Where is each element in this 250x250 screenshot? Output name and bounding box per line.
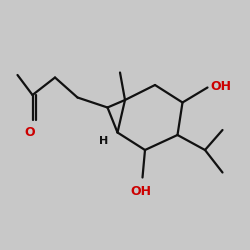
Text: H: H: [99, 136, 108, 146]
Text: OH: OH: [211, 80, 232, 93]
Text: OH: OH: [131, 185, 152, 198]
Text: O: O: [25, 126, 35, 139]
